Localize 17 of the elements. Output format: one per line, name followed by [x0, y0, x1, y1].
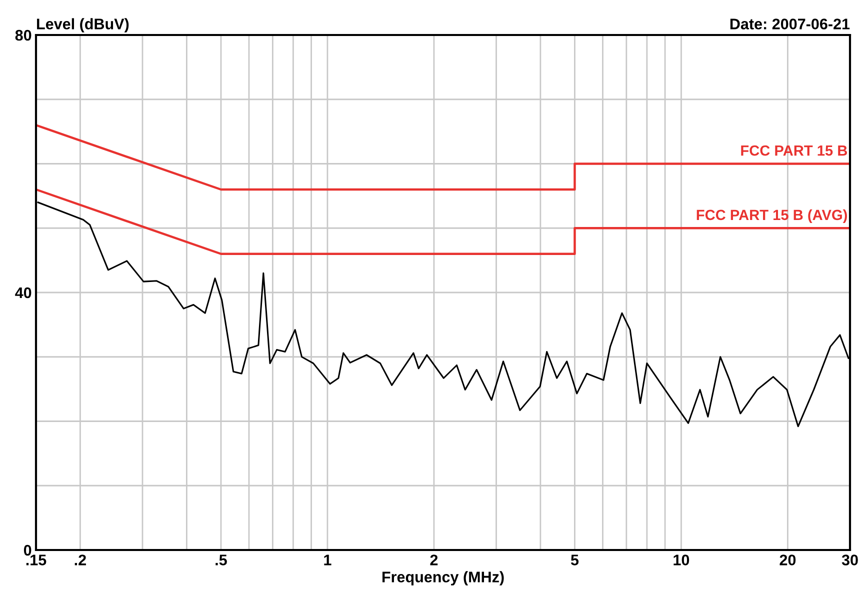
x-tick-label: .15	[26, 554, 46, 566]
x-tick-label: 1	[324, 554, 332, 566]
y-tick-label: 80	[15, 30, 32, 41]
y-tick-label: 40	[15, 287, 32, 298]
x-tick-label: 20	[780, 554, 796, 566]
y-tick-label: 0	[24, 544, 32, 556]
series-label: FCC PART 15 B (AVG)	[696, 209, 847, 223]
x-tick-label: 10	[674, 554, 690, 566]
y-axis-title: Level (dBuV)	[37, 18, 129, 32]
series-label: FCC PART 15 B	[741, 145, 848, 156]
x-axis-title: Frequency (MHz)	[382, 571, 504, 586]
x-tick-label: 5	[570, 554, 579, 566]
text: Date: 2007-06-21	[730, 18, 850, 30]
x-tick-label: .2	[74, 554, 86, 566]
x-tick-label: 30	[842, 554, 858, 566]
x-tick-label: 2	[430, 554, 438, 566]
x-tick-label: .5	[216, 554, 227, 566]
